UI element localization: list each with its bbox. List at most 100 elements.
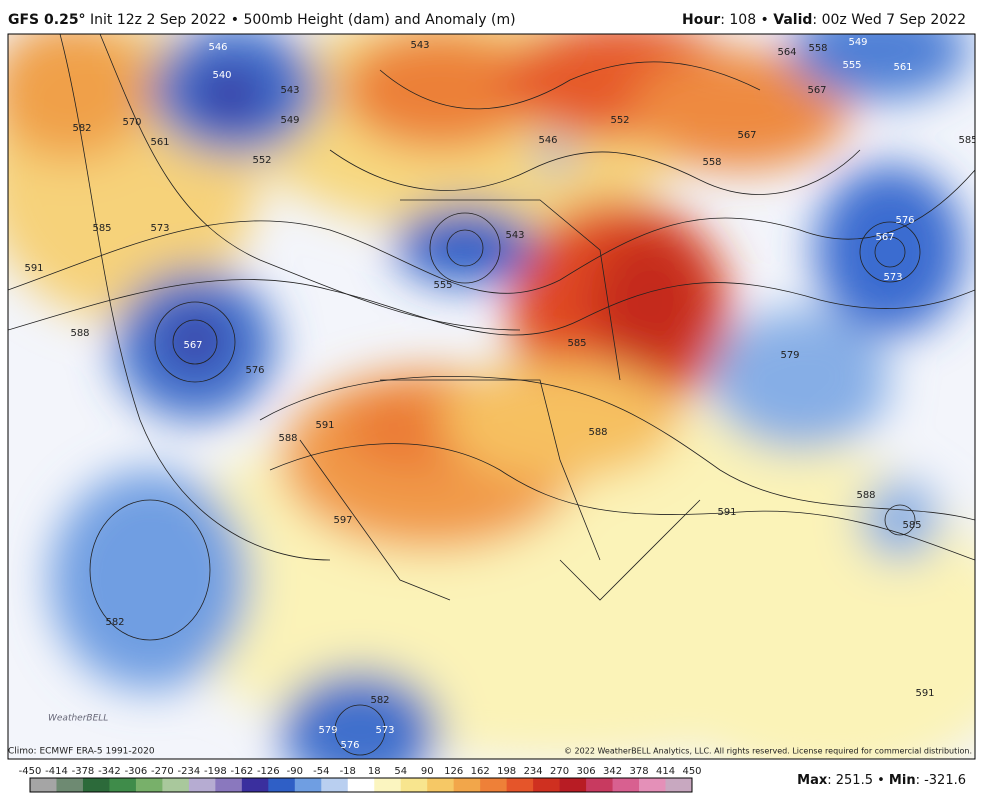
colorbar-tick-label: -450 — [19, 766, 42, 777]
contour-label: 558 — [702, 157, 721, 168]
contour-label: 567 — [875, 232, 894, 243]
contour-label: 582 — [72, 123, 91, 134]
colorbar-swatch — [241, 778, 269, 792]
contour-label: 552 — [252, 155, 271, 166]
colorbar: -450 -414 -378 -342 -306 -270 -234 -198 -162 -126… — [19, 766, 702, 793]
colorbar-swatch — [400, 778, 428, 792]
anomaly-field — [8, 34, 975, 759]
colorbar-swatch — [453, 778, 481, 792]
contour-label: 561 — [893, 62, 912, 73]
colorbar-swatch — [188, 778, 216, 792]
contour-label: 567 — [737, 130, 756, 141]
colorbar-tick-label: -270 — [151, 766, 174, 777]
contour-label: 585 — [902, 520, 921, 531]
contour-label: 585 — [92, 223, 111, 234]
colorbar-swatch — [612, 778, 640, 792]
contour-label: 549 — [280, 115, 299, 126]
contour-label: 588 — [588, 427, 607, 438]
logo: WeatherBELL — [48, 714, 108, 724]
contour-label: 591 — [315, 420, 334, 431]
colorbar-tick-label: -306 — [125, 766, 148, 777]
contour-label: 561 — [150, 137, 169, 148]
contour-label: 579 — [780, 350, 799, 361]
valid-label: Valid — [773, 12, 812, 28]
colorbar-tick-label: 126 — [444, 766, 463, 777]
contour-label: 576 — [245, 365, 264, 376]
min-text: : -321.6 — [916, 773, 966, 788]
colorbar-tick-label: 162 — [471, 766, 490, 777]
contour-label: 564 — [777, 47, 796, 58]
colorbar-tick-label: -54 — [313, 766, 329, 777]
contour-label: 585 — [567, 338, 586, 349]
colorbar-tick-label: 342 — [603, 766, 622, 777]
contour-label: 543 — [410, 40, 429, 51]
colorbar-tick-label: 450 — [682, 766, 701, 777]
contour-label: 597 — [333, 515, 352, 526]
contour-label: 573 — [375, 725, 394, 736]
valid-text: : 00z Wed 7 Sep 2022 — [812, 12, 966, 28]
colorbar-tick-label: -162 — [230, 766, 253, 777]
colorbar-swatch — [480, 778, 508, 792]
hour-text: : 108 • — [720, 12, 769, 28]
contour-label: 591 — [717, 507, 736, 518]
contour-label: 558 — [808, 43, 827, 54]
colorbar-tick-label: 90 — [421, 766, 434, 777]
max-label: Max — [797, 773, 828, 788]
colorbar-swatch — [586, 778, 614, 792]
copyright: © 2022 WeatherBELL Analytics, LLC. All r… — [564, 747, 972, 756]
colorbar-swatch — [506, 778, 534, 792]
colorbar-swatch — [162, 778, 190, 792]
contour-label: 582 — [105, 617, 124, 628]
contour-label: 573 — [883, 272, 902, 283]
contour-label: 546 — [208, 42, 227, 53]
title: Init 12z 2 Sep 2022 • 500mb Height (dam)… — [90, 12, 516, 28]
contour-label: 543 — [505, 230, 524, 241]
header-left: GFS 0.25° Init 12z 2 Sep 2022 • 500mb He… — [8, 12, 516, 28]
colorbar-swatch — [294, 778, 322, 792]
map-frame — [7, 33, 976, 760]
contour-label: 546 — [538, 135, 557, 146]
max-text: : 251.5 • — [827, 773, 885, 788]
contour-label: 570 — [122, 117, 141, 128]
contour-label: 588 — [856, 490, 875, 501]
colorbar-swatch — [639, 778, 667, 792]
colorbar-swatch — [665, 778, 693, 792]
colorbar-tick-label: -342 — [98, 766, 121, 777]
model: GFS 0.25° — [8, 12, 86, 28]
colorbar-swatch — [30, 778, 57, 792]
colorbar-tick-label: -234 — [178, 766, 201, 777]
colorbar-swatch — [559, 778, 587, 792]
contour-label: 552 — [610, 115, 629, 126]
contour-label: 576 — [895, 215, 914, 226]
colorbar-swatch — [135, 778, 163, 792]
colorbar-swatch — [56, 778, 84, 792]
contour-label: 555 — [842, 60, 861, 71]
contour-label: 591 — [24, 263, 43, 274]
contour-label: 549 — [848, 37, 867, 48]
contour-label: 588 — [278, 433, 297, 444]
climo: Climo: ECMWF ERA-5 1991-2020 — [8, 747, 155, 757]
colorbar-tick-label: 18 — [368, 766, 381, 777]
colorbar-tick-label: -198 — [204, 766, 227, 777]
contour-label: 567 — [183, 340, 202, 351]
colorbar-swatch — [533, 778, 561, 792]
contour-label: 543 — [280, 85, 299, 96]
min-label: Min — [889, 773, 916, 788]
colorbar-tick-label: -414 — [45, 766, 68, 777]
contour-label: 576 — [340, 740, 359, 751]
colorbar-tick-label: -90 — [287, 766, 303, 777]
colorbar-tick-label: 234 — [524, 766, 543, 777]
colorbar-tick-label: -126 — [257, 766, 280, 777]
colorbar-swatch — [82, 778, 110, 792]
colorbar-swatch — [347, 778, 375, 792]
colorbar-tick-label: 198 — [497, 766, 516, 777]
colorbar-swatch — [374, 778, 402, 792]
colorbar-tick-label: 54 — [394, 766, 407, 777]
colorbar-swatch — [427, 778, 455, 792]
stats: Max: 251.5 • Min: -321.6 — [797, 773, 966, 788]
contour-label: 585 — [958, 135, 977, 146]
colorbar-tick-label: -378 — [72, 766, 95, 777]
